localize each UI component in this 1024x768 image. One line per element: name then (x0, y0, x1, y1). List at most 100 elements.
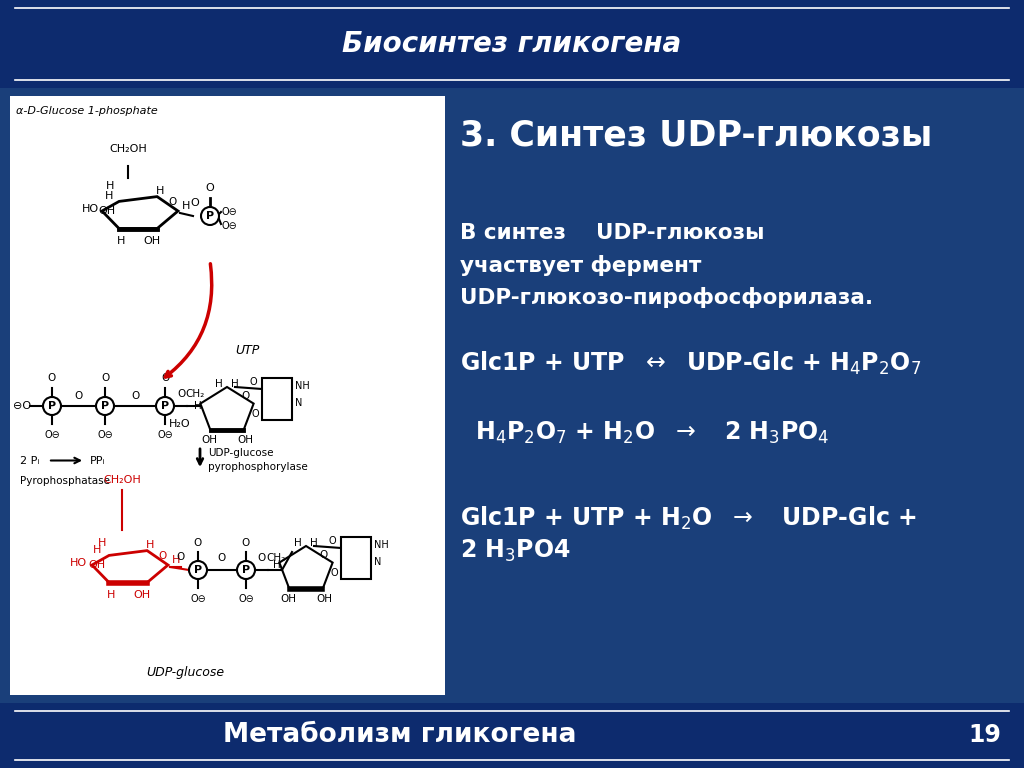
Text: CH₂OH: CH₂OH (103, 475, 141, 485)
Text: O: O (131, 391, 139, 401)
Text: OH: OH (143, 236, 161, 246)
Circle shape (156, 397, 174, 415)
Text: O: O (250, 377, 257, 387)
Text: P: P (161, 401, 169, 411)
Text: O: O (190, 198, 200, 208)
Text: O: O (206, 183, 214, 193)
Text: Метаболизм гликогена: Метаболизм гликогена (223, 723, 577, 749)
Text: O: O (168, 197, 177, 207)
Text: O⊖: O⊖ (190, 594, 206, 604)
Text: UDP-glucose: UDP-glucose (146, 666, 224, 679)
Text: HO: HO (70, 558, 87, 568)
Text: O: O (258, 553, 266, 563)
Text: P: P (194, 565, 202, 575)
Text: ⊖O: ⊖O (13, 401, 31, 411)
Text: O⊖: O⊖ (44, 430, 59, 440)
Text: H: H (182, 201, 190, 211)
Polygon shape (280, 546, 333, 589)
Text: P: P (242, 565, 250, 575)
Text: OH: OH (88, 561, 105, 571)
Text: O: O (194, 538, 202, 548)
Text: 3. Синтез UDP-глюкозы: 3. Синтез UDP-глюкозы (460, 119, 933, 153)
Text: 19: 19 (969, 723, 1001, 747)
Text: O: O (161, 373, 169, 383)
Bar (341, 537, 371, 579)
Text: H: H (106, 590, 116, 600)
Text: Биосинтез гликогена: Биосинтез гликогена (342, 30, 682, 58)
Text: OH: OH (133, 590, 151, 600)
Text: OH: OH (237, 435, 253, 445)
Text: CH₂: CH₂ (266, 553, 286, 563)
Text: В синтез    UDP-глюкозы: В синтез UDP-глюкозы (460, 223, 765, 243)
Text: H: H (93, 545, 101, 555)
Text: O⊖: O⊖ (97, 430, 113, 440)
Bar (10, 96, 445, 695)
Text: O⊖: O⊖ (222, 207, 238, 217)
Bar (262, 378, 292, 420)
Text: O⊖: O⊖ (239, 594, 254, 604)
Text: OH: OH (280, 594, 296, 604)
Text: Glc1P + UTP  $\leftrightarrow$  UDP-Glc + H$_4$P$_2$O$_7$: Glc1P + UTP $\leftrightarrow$ UDP-Glc + … (460, 349, 922, 376)
Text: H: H (98, 538, 106, 548)
Text: H: H (215, 379, 223, 389)
Text: H$_4$P$_2$O$_7$ + H$_2$O  $\rightarrow$   2 H$_3$PO$_4$: H$_4$P$_2$O$_7$ + H$_2$O $\rightarrow$ 2… (475, 420, 829, 446)
Text: N: N (295, 398, 302, 408)
Text: O⊖: O⊖ (222, 221, 238, 231)
Circle shape (237, 561, 255, 579)
Text: O: O (218, 553, 226, 563)
Text: HO: HO (82, 204, 98, 214)
Text: O: O (251, 409, 259, 419)
Text: O: O (331, 568, 338, 578)
Text: H: H (294, 538, 302, 548)
Text: CH₂OH: CH₂OH (110, 144, 146, 154)
Text: UDP-glucose: UDP-glucose (208, 448, 273, 458)
Circle shape (189, 561, 207, 579)
Text: α-D-Glucose 1-phosphate: α-D-Glucose 1-phosphate (16, 106, 158, 116)
Text: H: H (156, 186, 164, 196)
Polygon shape (102, 197, 178, 229)
Text: O: O (159, 551, 167, 561)
Circle shape (96, 397, 114, 415)
Text: O: O (241, 391, 249, 401)
Text: H₂O: H₂O (168, 419, 190, 429)
Text: CH₂: CH₂ (185, 389, 205, 399)
Bar (0, 88, 1024, 703)
Text: O: O (329, 536, 336, 546)
Text: OH: OH (201, 435, 217, 445)
Text: O: O (176, 552, 184, 562)
Text: Pyrophosphatase: Pyrophosphatase (20, 476, 110, 486)
Text: O: O (319, 550, 328, 560)
Text: UTP: UTP (234, 345, 259, 357)
Text: O: O (178, 389, 186, 399)
Text: NH: NH (295, 381, 309, 391)
Text: O⊖: O⊖ (157, 430, 173, 440)
Text: участвует фермент: участвует фермент (460, 254, 701, 276)
Text: P: P (48, 401, 56, 411)
Text: H: H (195, 401, 202, 411)
Text: H: H (145, 540, 155, 550)
Text: 2 H$_3$PO4: 2 H$_3$PO4 (460, 538, 570, 564)
Text: O: O (242, 538, 250, 548)
Text: O: O (75, 391, 83, 401)
Text: P: P (206, 211, 214, 221)
Text: O: O (101, 373, 110, 383)
Polygon shape (201, 387, 254, 430)
Circle shape (201, 207, 219, 225)
Text: UDP-глюкозо-пирофосфорилаза.: UDP-глюкозо-пирофосфорилаза. (460, 286, 873, 307)
Polygon shape (92, 551, 168, 583)
Text: Glc1P + UTP + H$_2$O  $\rightarrow$   UDP-Glc +: Glc1P + UTP + H$_2$O $\rightarrow$ UDP-G… (460, 505, 916, 531)
Text: H: H (231, 379, 239, 389)
Text: O: O (48, 373, 56, 383)
Bar (0, 0, 1024, 88)
Text: pyrophosphorylase: pyrophosphorylase (208, 462, 308, 472)
Text: P: P (101, 401, 110, 411)
Text: N: N (374, 557, 381, 567)
Text: OH: OH (316, 594, 332, 604)
Text: H: H (172, 555, 180, 565)
Circle shape (43, 397, 61, 415)
Text: NH: NH (374, 540, 389, 550)
Text: 2 Pᵢ: 2 Pᵢ (20, 455, 39, 465)
Text: H: H (273, 560, 281, 570)
Text: H: H (310, 538, 317, 548)
Text: PPᵢ: PPᵢ (90, 455, 105, 465)
